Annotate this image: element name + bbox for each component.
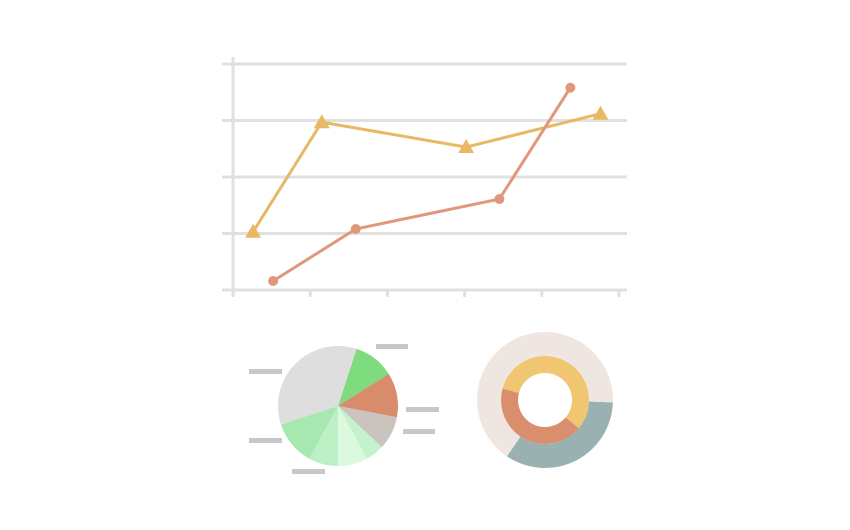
series-line	[272, 86, 572, 283]
pie-slice	[338, 373, 398, 418]
pie-slice	[338, 348, 389, 406]
pie-legend-placeholders	[249, 344, 439, 474]
donut-segment	[502, 356, 589, 429]
point-marker	[245, 223, 262, 238]
placeholder-bar	[249, 438, 282, 443]
point-marker	[268, 275, 279, 286]
point-marker	[313, 114, 330, 129]
donut-segment	[476, 332, 614, 457]
pie-slice	[309, 406, 338, 466]
point-marker	[458, 139, 475, 154]
donut-segment	[506, 401, 613, 468]
point-marker	[565, 82, 576, 93]
point-marker	[350, 223, 361, 234]
placeholder-bar	[292, 469, 325, 474]
point-marker	[592, 105, 609, 120]
pie-slice	[338, 406, 382, 459]
placeholder-bar	[249, 369, 282, 374]
series-line	[251, 112, 601, 233]
pie-slice	[338, 406, 367, 466]
pie-slice	[338, 406, 397, 448]
placeholder-bar	[376, 344, 408, 349]
donut-segment	[501, 388, 579, 444]
pie-slice	[278, 346, 357, 425]
point-marker	[494, 194, 505, 205]
pie-slice	[280, 406, 338, 459]
placeholder-bar	[403, 429, 435, 434]
placeholder-bar	[406, 407, 439, 412]
